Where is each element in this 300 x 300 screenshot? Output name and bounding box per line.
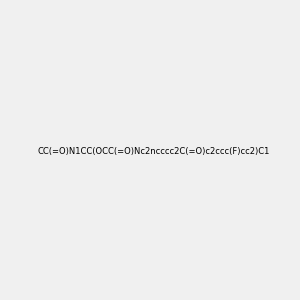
Text: CC(=O)N1CC(OCC(=O)Nc2ncccc2C(=O)c2ccc(F)cc2)C1: CC(=O)N1CC(OCC(=O)Nc2ncccc2C(=O)c2ccc(F)… [38,147,270,156]
